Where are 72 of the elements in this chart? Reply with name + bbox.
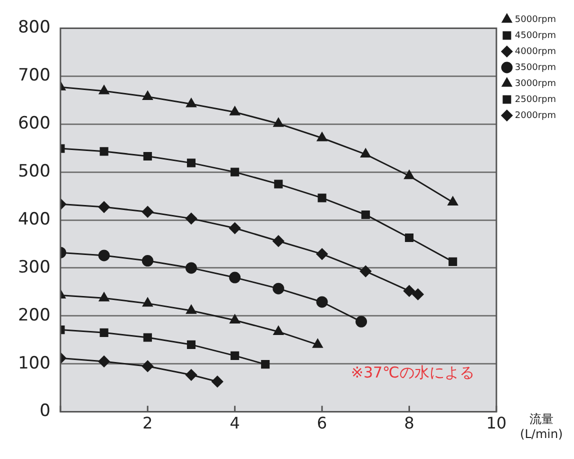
- point: [230, 168, 240, 176]
- x-tick-label: 10: [486, 414, 507, 433]
- point: [142, 360, 154, 372]
- point: [142, 206, 154, 218]
- point: [186, 304, 196, 314]
- point: [316, 248, 328, 260]
- point: [229, 272, 241, 284]
- legend-label: 3000rpm: [514, 78, 556, 89]
- y-tick-label: 300: [18, 257, 50, 278]
- point: [142, 298, 153, 307]
- point: [142, 255, 154, 267]
- point: [185, 212, 197, 224]
- point: [361, 210, 370, 220]
- x-tick-label: 8: [404, 414, 414, 433]
- y-tick-label: 400: [18, 209, 50, 230]
- point: [360, 266, 372, 278]
- y-tick-label: 200: [18, 305, 50, 326]
- point: [272, 282, 284, 294]
- point: [229, 222, 241, 234]
- y-tick-label: 0: [40, 401, 50, 422]
- point: [185, 369, 197, 381]
- point: [261, 360, 270, 369]
- y-tick-label: 100: [18, 353, 50, 374]
- point: [230, 314, 240, 324]
- point: [316, 296, 328, 308]
- point: [212, 376, 224, 388]
- point: [230, 351, 240, 360]
- point: [412, 288, 424, 300]
- point: [316, 132, 328, 142]
- legend-label: 4000rpm: [514, 46, 556, 57]
- annotation: ※37℃の水による: [350, 364, 474, 382]
- point: [404, 170, 414, 180]
- point: [403, 285, 415, 297]
- y-tick-label: 600: [18, 114, 50, 134]
- point: [98, 356, 110, 368]
- y-tick-label: 700: [18, 66, 50, 86]
- x-axis-title: 流量 (L/min): [520, 412, 563, 441]
- point: [274, 180, 283, 188]
- point: [448, 257, 458, 266]
- x-tick-label: 2: [142, 414, 153, 433]
- x-tick-label: 6: [316, 414, 328, 433]
- point: [273, 118, 284, 127]
- y-tick-label: 800: [18, 18, 50, 38]
- point: [143, 152, 152, 161]
- point: [185, 262, 197, 274]
- y-tick-label: 500: [18, 161, 50, 182]
- x-tick-label: 4: [230, 414, 240, 433]
- legend-label: 5000rpm: [514, 14, 556, 25]
- point: [186, 340, 196, 349]
- point: [142, 91, 153, 100]
- point: [186, 158, 196, 168]
- point: [100, 328, 108, 337]
- point: [273, 326, 284, 335]
- legend-label: 2000rpm: [514, 110, 556, 121]
- point: [186, 98, 196, 108]
- point: [356, 316, 368, 328]
- point: [98, 250, 110, 262]
- point: [100, 147, 108, 156]
- point: [98, 201, 110, 213]
- point: [98, 85, 110, 94]
- point: [360, 148, 371, 158]
- legend-label: 2500rpm: [514, 94, 556, 105]
- legend-label: 3500rpm: [514, 62, 556, 73]
- point: [272, 235, 284, 247]
- point: [143, 333, 152, 342]
- point: [404, 233, 414, 242]
- point: [312, 338, 323, 348]
- point: [318, 194, 326, 202]
- point: [98, 292, 110, 302]
- legend-label: 4500rpm: [514, 30, 556, 41]
- point: [230, 106, 240, 116]
- point: [448, 196, 458, 206]
